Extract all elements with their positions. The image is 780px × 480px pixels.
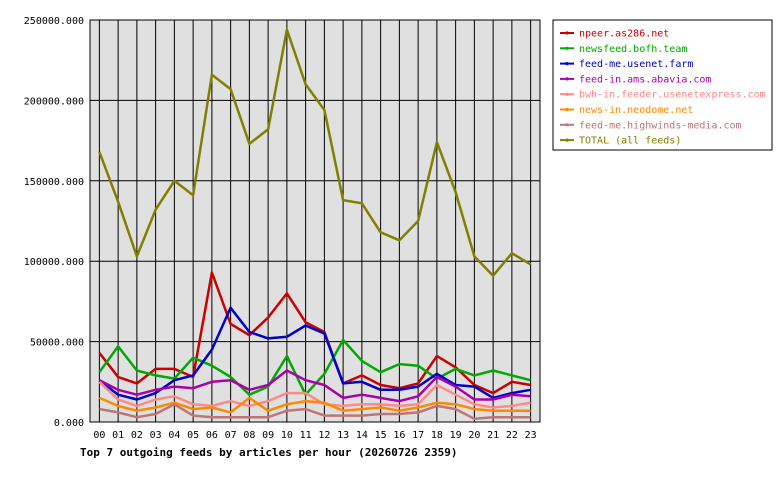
legend-marker: [565, 46, 569, 50]
x-tick-label: 11: [300, 430, 312, 441]
legend-marker: [565, 77, 569, 81]
x-tick-label: 03: [150, 430, 162, 441]
legend: npeer.as286.net newsfeed.bofh.team feed-me…: [552, 19, 773, 151]
x-tick-label: 07: [225, 430, 237, 441]
y-tick-label: 100000.000: [24, 257, 84, 268]
x-tick-label: 06: [206, 430, 218, 441]
x-tick-label: 15: [375, 430, 387, 441]
series-line-4: [98, 380, 531, 409]
series-line-5: [98, 396, 531, 414]
legend-items: npeer.as286.net newsfeed.bofh.team feed-me…: [560, 29, 766, 147]
legend-label: newsfeed.bofh.team: [579, 44, 687, 55]
legend-marker: [565, 107, 569, 112]
x-tick-label: 08: [243, 430, 255, 441]
legend-marker: [565, 62, 569, 66]
legend-box: [552, 19, 773, 151]
x-tick-label: 00: [93, 430, 105, 441]
plot-border: [89, 19, 541, 423]
x-tick-label: 01: [112, 430, 124, 441]
legend-marker: [565, 123, 569, 127]
x-tick-label: 23: [525, 430, 537, 441]
legend-label: feed-me.usenet.farm: [579, 59, 693, 70]
x-tick-label: 18: [431, 430, 443, 441]
series-line-3: [98, 369, 531, 403]
x-tick-label: 21: [487, 430, 499, 441]
x-tick-label: 05: [187, 430, 199, 441]
y-tick-label: 0.000: [54, 418, 84, 429]
y-tick-label: 250000.000: [24, 16, 84, 27]
x-tick-label: 09: [262, 430, 274, 441]
x-tick-label: 20: [468, 430, 480, 441]
x-tick-label: 22: [506, 430, 518, 441]
series-line-6: [99, 403, 531, 421]
legend-label: bwh-in.feeder.usenetexpress.com: [579, 90, 766, 101]
x-tick-label: 13: [337, 430, 349, 441]
legend-label: npeer.as286.net: [579, 29, 669, 40]
series-line-1: [98, 338, 531, 396]
x-tick-label: 16: [393, 430, 405, 441]
x-tick-label: 12: [318, 430, 330, 441]
series-line-2: [98, 306, 531, 401]
legend-label: feed-me.highwinds-media.com: [579, 120, 742, 131]
x-tick-label: 02: [131, 430, 143, 441]
legend-label: feed-in.ams.abavia.com: [579, 74, 711, 85]
legend-label: news-in.neodome.net: [579, 105, 693, 116]
legend-marker: [565, 92, 569, 96]
x-tick-label: 19: [450, 430, 462, 441]
x-tick-label: 10: [281, 430, 293, 441]
legend-marker: [565, 138, 569, 142]
series-line-7: [98, 28, 532, 277]
legend-marker: [565, 31, 569, 35]
y-tick-label: 200000.000: [24, 96, 84, 107]
plot-area: [90, 20, 540, 422]
legend-label: TOTAL (all feeds): [579, 136, 681, 147]
x-tick-label: 14: [356, 430, 368, 441]
series-lines: [98, 28, 532, 421]
x-tick-label: 04: [168, 430, 180, 441]
chart-title: Top 7 outgoing feeds by articles per hou…: [80, 446, 458, 459]
y-tick-label: 150000.000: [24, 177, 84, 188]
x-axis: 00 01 02 03 04 05 06 07 08 09 10 11 12 13 14 15 16 17 18 19…: [93, 430, 536, 441]
y-axis: 0.000 50000.000 100000.000 150000.000 200000…: [24, 16, 84, 429]
y-tick-label: 50000.000: [30, 338, 84, 349]
x-tick-label: 17: [412, 430, 424, 441]
